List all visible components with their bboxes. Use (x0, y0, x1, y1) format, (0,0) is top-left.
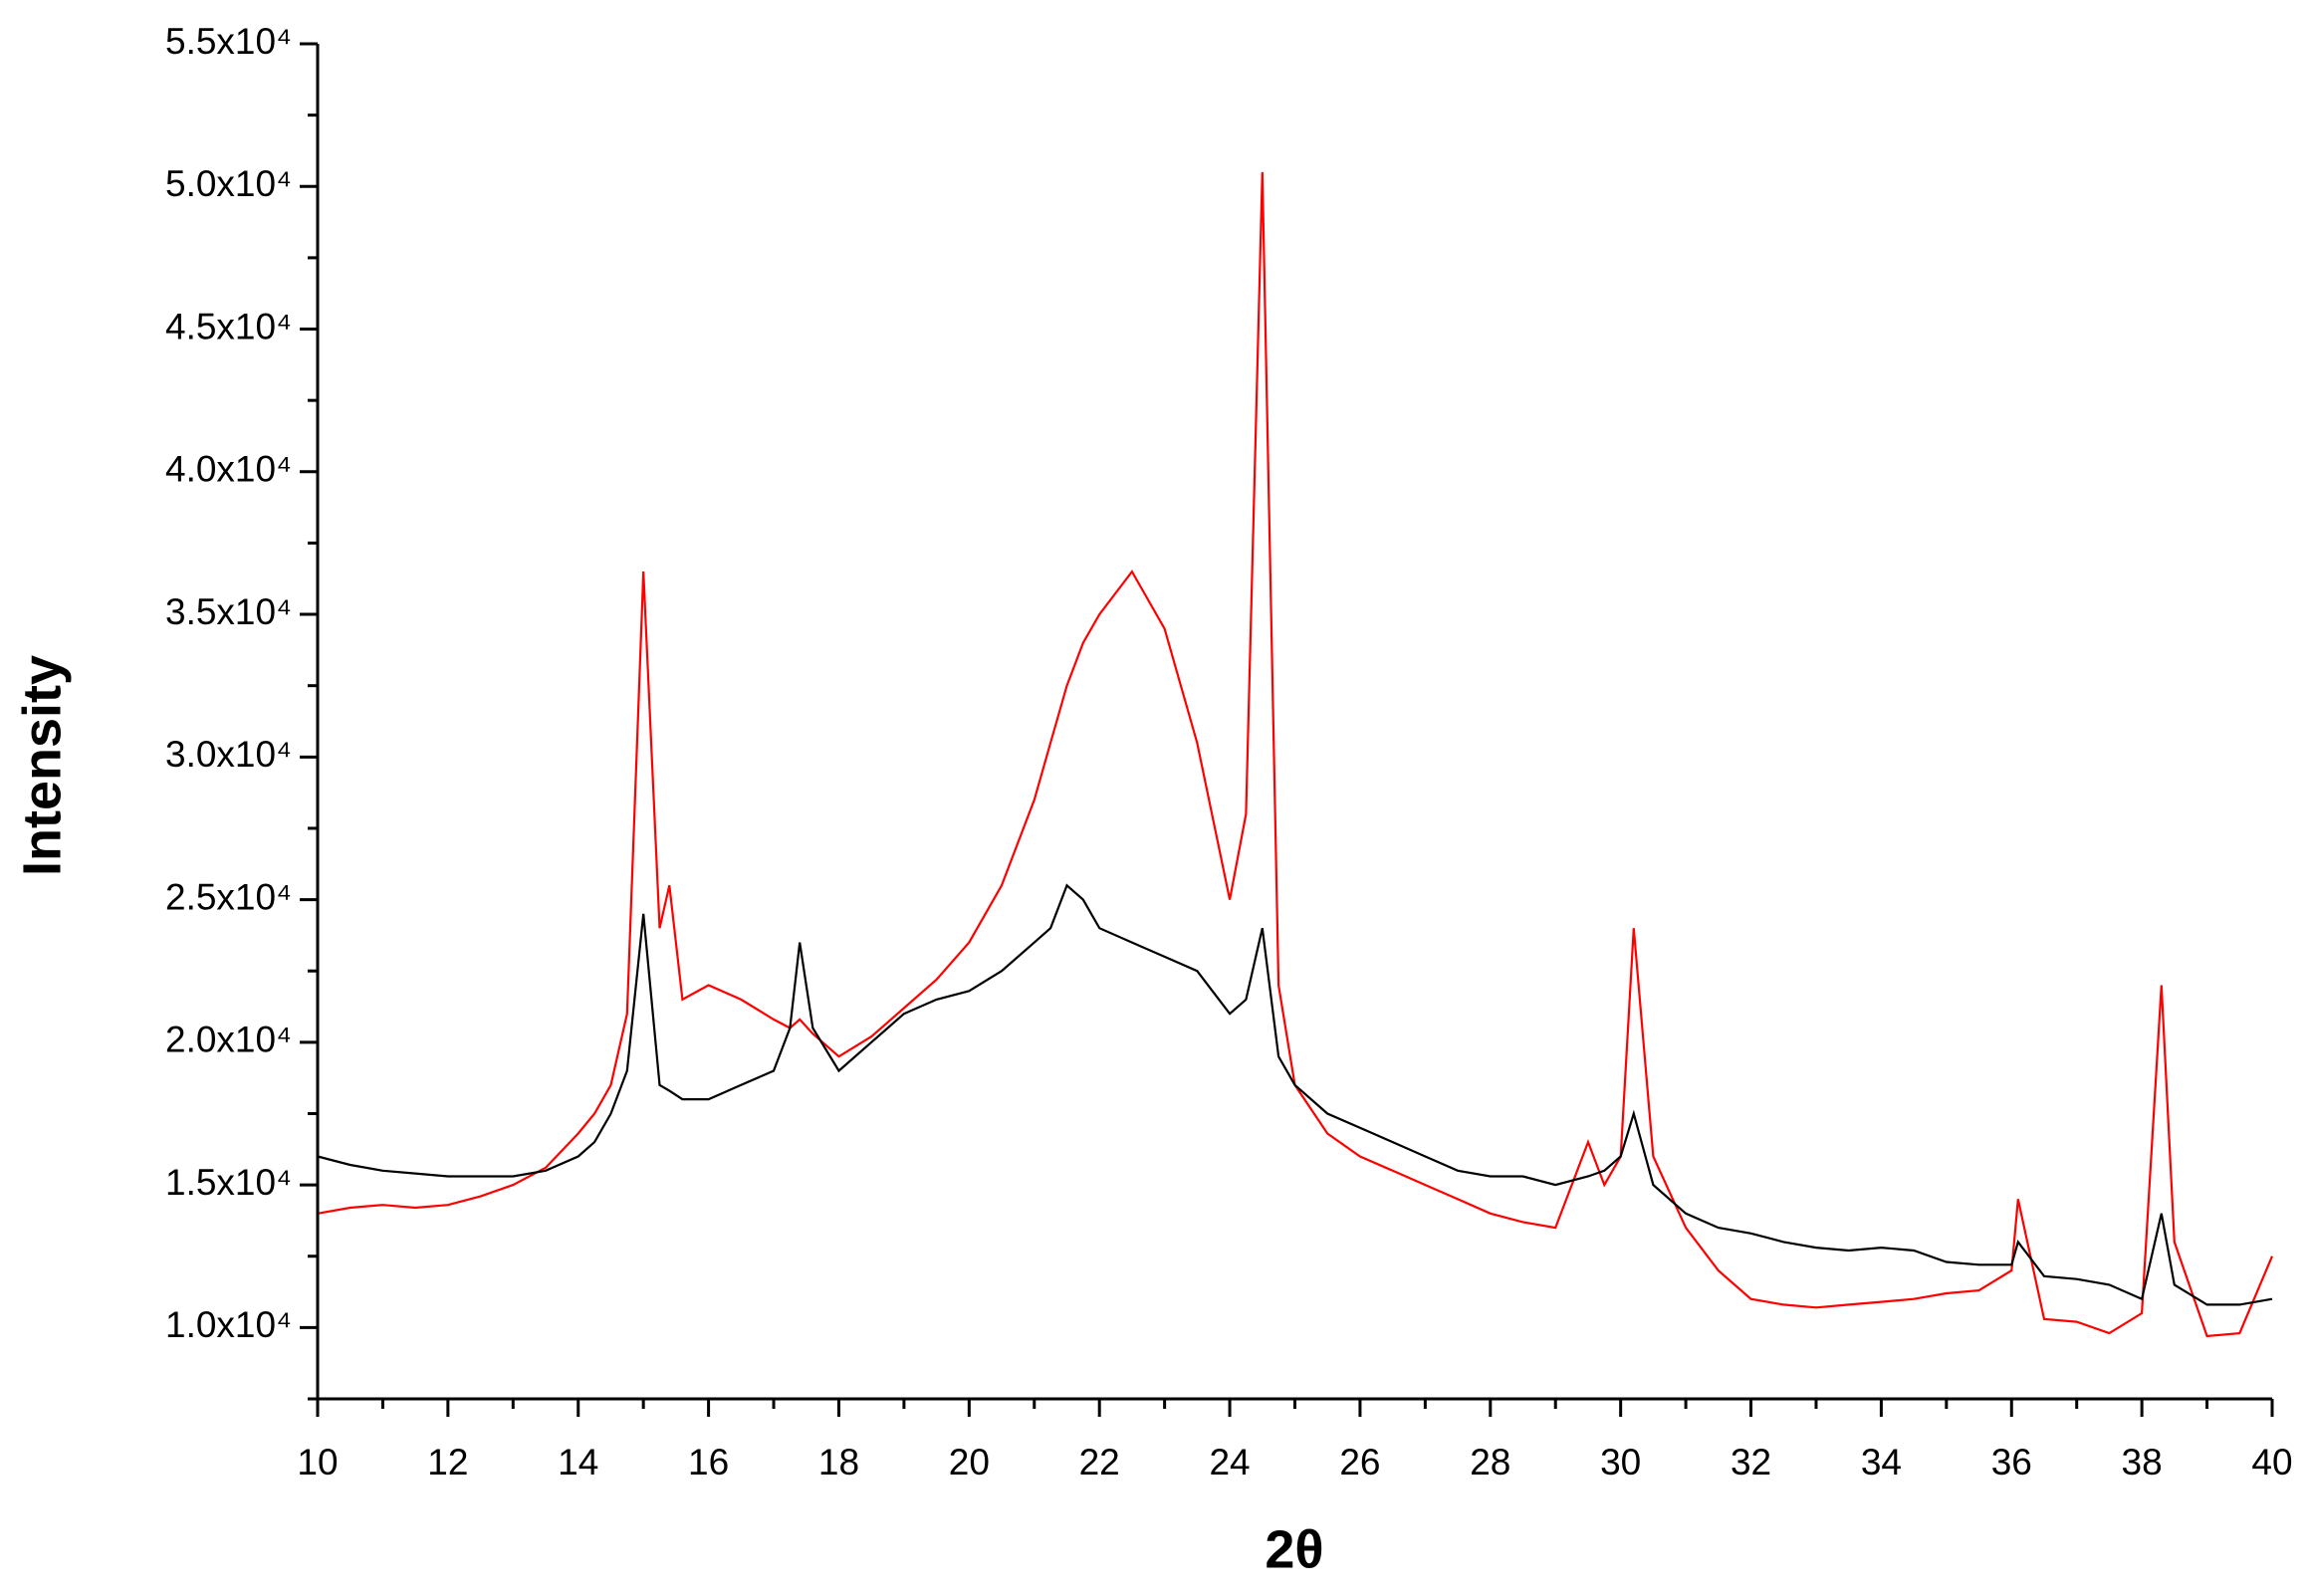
x-tick-label: 36 (1991, 1442, 2032, 1482)
x-tick-label: 20 (949, 1442, 990, 1482)
x-axis-title: 2θ (1265, 1519, 1323, 1579)
x-tick-label: 30 (1600, 1442, 1641, 1482)
x-tick-label: 34 (1861, 1442, 1902, 1482)
x-tick-label: 14 (558, 1442, 598, 1482)
y-tick-label: 1.5x10⁴ (165, 1162, 292, 1203)
x-tick-label: 18 (818, 1442, 859, 1482)
y-tick-label: 1.0x10⁴ (165, 1304, 292, 1345)
data-line (317, 171, 2274, 1338)
x-tick-label: 22 (1079, 1442, 1120, 1482)
x-tick-label: 38 (2122, 1442, 2163, 1482)
x-tick-label: 10 (297, 1442, 338, 1482)
y-tick-label: 5.5x10⁴ (165, 21, 292, 62)
x-tick-label: 32 (1731, 1442, 1771, 1482)
y-tick-label: 2.0x10⁴ (165, 1020, 292, 1060)
x-tick-label: 16 (688, 1442, 729, 1482)
y-tick-label: 4.5x10⁴ (165, 306, 292, 346)
y-axis-title: Intensity (12, 655, 72, 876)
y-tick-label: 5.0x10⁴ (165, 163, 292, 204)
y-tick-label: 3.5x10⁴ (165, 591, 292, 632)
x-tick-label: 40 (2251, 1442, 2292, 1482)
x-tick-label: 12 (427, 1442, 468, 1482)
y-tick-label: 2.5x10⁴ (165, 876, 292, 917)
x-tick-label: 26 (1339, 1442, 1380, 1482)
y-tick-label: 3.0x10⁴ (165, 734, 292, 775)
x-tick-label: 28 (1470, 1442, 1510, 1482)
y-tick-label: 4.0x10⁴ (165, 449, 292, 490)
data-line (317, 883, 2273, 1306)
x-tick-label: 24 (1209, 1442, 1250, 1482)
